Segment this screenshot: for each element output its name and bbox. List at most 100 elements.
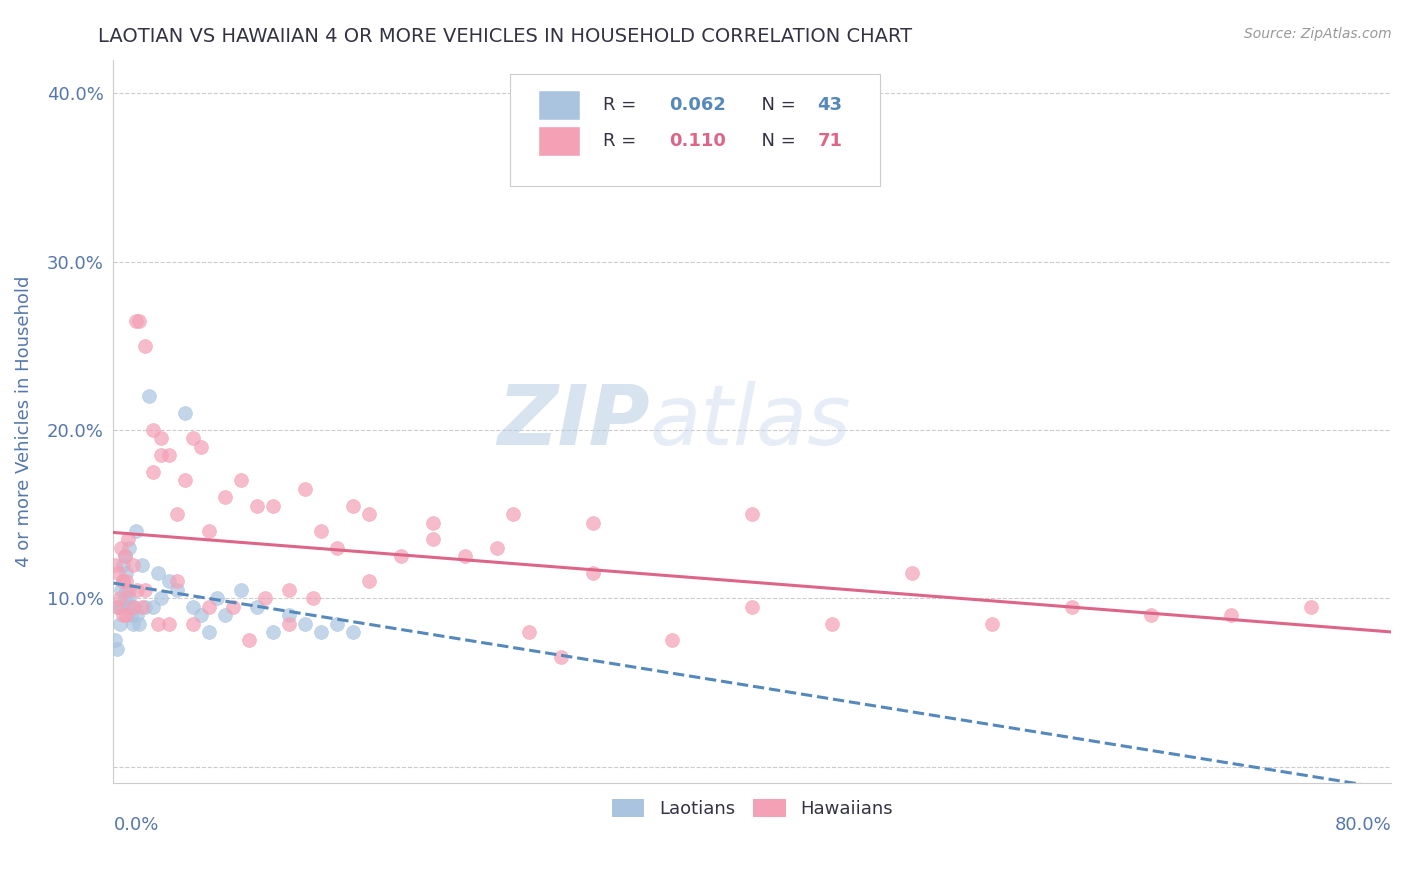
Point (118, 541, 141, 555)
Point (262, 499, 284, 513)
Text: Source: ZipAtlas.com: Source: ZipAtlas.com (1244, 27, 1392, 41)
Point (114, 591, 136, 606)
Point (174, 474, 197, 488)
Point (128, 313, 150, 327)
Point (131, 599, 153, 614)
Point (115, 608, 138, 623)
Point (134, 582, 156, 597)
Point (150, 448, 173, 462)
Point (485, 541, 508, 555)
Point (148, 566, 170, 580)
Point (107, 566, 129, 580)
Y-axis label: 4 or more Vehicles in Household: 4 or more Vehicles in Household (15, 276, 32, 567)
Point (246, 499, 269, 513)
Point (127, 608, 149, 623)
Point (326, 541, 349, 555)
Point (117, 533, 139, 547)
Point (120, 608, 142, 623)
Text: ZIP: ZIP (498, 381, 650, 462)
Text: 0.0%: 0.0% (114, 816, 159, 834)
Text: 0.062: 0.062 (669, 96, 725, 114)
Point (1301, 599, 1323, 614)
Text: N =: N = (749, 132, 801, 151)
Point (150, 431, 173, 445)
Point (183, 616, 205, 631)
FancyBboxPatch shape (538, 127, 579, 156)
Point (357, 507, 380, 521)
Point (302, 591, 325, 606)
Point (108, 616, 131, 631)
Point (980, 616, 1002, 631)
Point (326, 616, 349, 631)
Point (246, 599, 269, 614)
Point (278, 582, 301, 597)
Point (125, 313, 148, 327)
Point (108, 591, 131, 606)
Point (112, 608, 135, 623)
FancyBboxPatch shape (538, 91, 579, 120)
Point (183, 599, 205, 614)
Point (166, 582, 188, 597)
Point (901, 566, 924, 580)
Point (131, 558, 153, 572)
Point (821, 616, 844, 631)
Point (121, 558, 143, 572)
Point (517, 624, 540, 639)
Point (190, 440, 212, 454)
Point (214, 491, 236, 505)
Text: 43: 43 (817, 96, 842, 114)
Point (110, 582, 132, 597)
Point (389, 549, 412, 564)
Point (294, 616, 316, 631)
Point (502, 507, 524, 521)
Point (214, 608, 236, 623)
Text: R =: R = (603, 96, 641, 114)
Point (1220, 608, 1243, 623)
Point (342, 499, 364, 513)
Point (134, 339, 156, 353)
Point (157, 574, 180, 589)
Point (104, 633, 127, 648)
Point (115, 574, 138, 589)
Point (198, 599, 221, 614)
Legend: Laotians, Hawaiians: Laotians, Hawaiians (605, 791, 900, 825)
Point (278, 616, 301, 631)
Point (198, 624, 221, 639)
Point (238, 633, 260, 648)
Point (207, 591, 229, 606)
Point (114, 549, 136, 564)
Point (222, 599, 245, 614)
Point (125, 524, 148, 538)
Text: 80.0%: 80.0% (1334, 816, 1391, 834)
Point (150, 591, 173, 606)
Point (114, 549, 136, 564)
Point (254, 591, 277, 606)
Point (121, 616, 143, 631)
Point (581, 516, 603, 530)
Point (110, 541, 132, 555)
Point (115, 582, 138, 597)
Point (309, 624, 332, 639)
Point (262, 624, 284, 639)
Point (190, 608, 212, 623)
Point (741, 599, 763, 614)
Point (454, 549, 477, 564)
Point (148, 616, 170, 631)
Text: 71: 71 (817, 132, 842, 151)
Point (128, 616, 150, 631)
Point (422, 516, 444, 530)
Point (117, 599, 139, 614)
Point (231, 474, 253, 488)
Point (231, 582, 253, 597)
Point (198, 524, 221, 538)
Point (183, 431, 205, 445)
Point (105, 641, 128, 656)
Point (166, 574, 188, 589)
Point (157, 616, 180, 631)
Point (422, 533, 444, 547)
Point (174, 406, 197, 420)
Point (134, 599, 156, 614)
Point (166, 507, 188, 521)
Point (110, 599, 132, 614)
Point (661, 633, 683, 648)
